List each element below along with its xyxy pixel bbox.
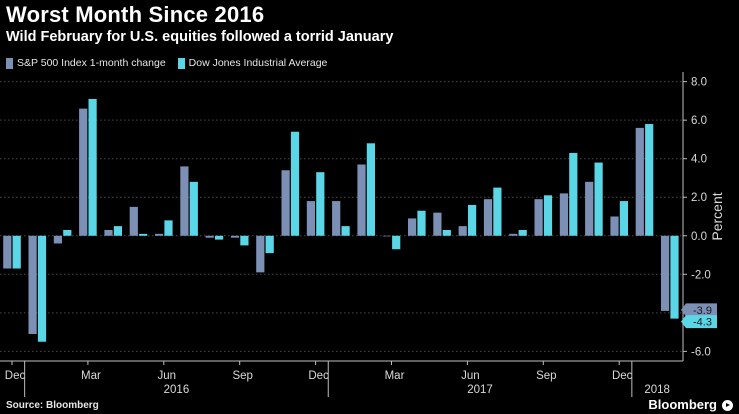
bar-dow: [88, 98, 97, 236]
bar-dow: [366, 143, 375, 236]
bar-sp500: [104, 229, 113, 236]
y-tick-label: 4.0: [691, 154, 707, 166]
bar-sp500: [483, 199, 493, 236]
year-label: 2017: [467, 384, 493, 396]
bar-sp500: [635, 127, 644, 236]
bar-sp500: [256, 235, 265, 273]
x-tick-label: Sep: [536, 370, 556, 382]
play-icon[interactable]: [722, 400, 733, 411]
bar-sp500: [433, 212, 442, 236]
x-tick-label: Sep: [232, 370, 252, 382]
bar-dow: [442, 229, 451, 236]
bar-dow: [543, 195, 553, 236]
x-tick-label: Dec: [612, 370, 633, 382]
legend-label-sp500: S&P 500 Index 1-month change: [17, 57, 166, 69]
bar-dow: [493, 187, 502, 236]
legend-item-dow: Dow Jones Industrial Average: [177, 57, 328, 69]
bar-dow: [670, 235, 679, 319]
y-tick-label: -6.0: [691, 346, 711, 358]
legend-item-sp500: S&P 500 Index 1-month change: [6, 57, 166, 69]
bar-sp500: [661, 235, 670, 311]
legend-label-dow: Dow Jones Industrial Average: [188, 57, 328, 69]
bar-sp500: [332, 201, 341, 236]
bar-dow: [113, 226, 122, 236]
chart-legend: S&P 500 Index 1-month change Dow Jones I…: [6, 56, 339, 70]
brand-logo: Bloomberg: [648, 397, 717, 412]
bar-sp500: [534, 199, 543, 236]
bar-sp500: [585, 181, 594, 236]
bar-sp500: [408, 218, 417, 236]
bar-sp500: [3, 235, 12, 269]
bar-dow: [619, 201, 628, 236]
bar-sp500: [155, 233, 164, 236]
bar-dow: [594, 162, 603, 236]
bar-dow: [265, 235, 274, 254]
bar-dow: [164, 220, 173, 236]
y-tick-label: 0.0: [691, 231, 707, 243]
bar-sp500: [230, 235, 240, 238]
callout-sp500: -3.9: [681, 303, 717, 317]
bar-dow: [215, 235, 224, 240]
bar-dow: [189, 181, 198, 236]
bar-sp500: [28, 235, 37, 335]
year-label: 2016: [164, 384, 190, 396]
bar-sp500: [281, 170, 290, 236]
callout-dow: -4.3: [681, 315, 717, 329]
bar-dow: [417, 210, 426, 236]
bar-sp500: [509, 233, 518, 236]
callout-label: -4.3: [693, 317, 712, 329]
bar-dow: [569, 152, 578, 236]
x-tick-label: Jun: [158, 370, 177, 382]
bar-dow: [316, 172, 325, 236]
callout-box: [681, 303, 717, 317]
bar-sp500: [382, 235, 391, 237]
bar-dow: [240, 235, 249, 246]
y-tick-label: 8.0: [691, 77, 707, 89]
y-tick-label: -2.0: [691, 269, 711, 281]
chart-title: Worst Month Since 2016: [6, 2, 265, 27]
year-label: 2018: [644, 384, 670, 396]
x-tick-label: Dec: [308, 370, 329, 382]
bar-sp500: [205, 235, 214, 238]
bar-dow: [645, 124, 654, 236]
legend-swatch-dow: [177, 57, 185, 69]
bar-sp500: [357, 164, 366, 236]
y-tick-label: 2.0: [691, 192, 707, 204]
bar-dow: [392, 235, 401, 250]
bar-sp500: [53, 235, 62, 244]
callout-box: [681, 315, 717, 329]
source-note: Source: Bloomberg: [6, 400, 99, 411]
x-tick-label: Mar: [385, 370, 405, 382]
bar-dow: [290, 131, 300, 236]
x-tick-label: Mar: [81, 370, 101, 382]
bar-sp500: [180, 166, 189, 236]
bar-sp500: [79, 108, 88, 236]
bar-dow: [518, 229, 527, 236]
bar-dow: [12, 235, 21, 269]
bar-sp500: [610, 216, 619, 236]
callout-label: -3.9: [693, 305, 712, 317]
bar-dow: [37, 235, 47, 342]
bar-sp500: [306, 201, 315, 236]
bar-dow: [341, 226, 350, 236]
bar-sp500: [458, 226, 467, 236]
bar-sp500: [559, 193, 568, 236]
bar-sp500: [129, 206, 138, 236]
legend-swatch-sp500: [6, 57, 13, 69]
x-tick-label: Jun: [461, 370, 480, 382]
bar-dow: [63, 229, 72, 236]
x-tick-label: Dec: [5, 370, 26, 382]
bar-dow: [468, 204, 477, 236]
bar-dow: [139, 233, 148, 236]
y-axis-title: Percent: [709, 192, 725, 240]
y-tick-label: 6.0: [691, 115, 707, 127]
chart-subtitle: Wild February for U.S. equities followed…: [6, 29, 394, 45]
